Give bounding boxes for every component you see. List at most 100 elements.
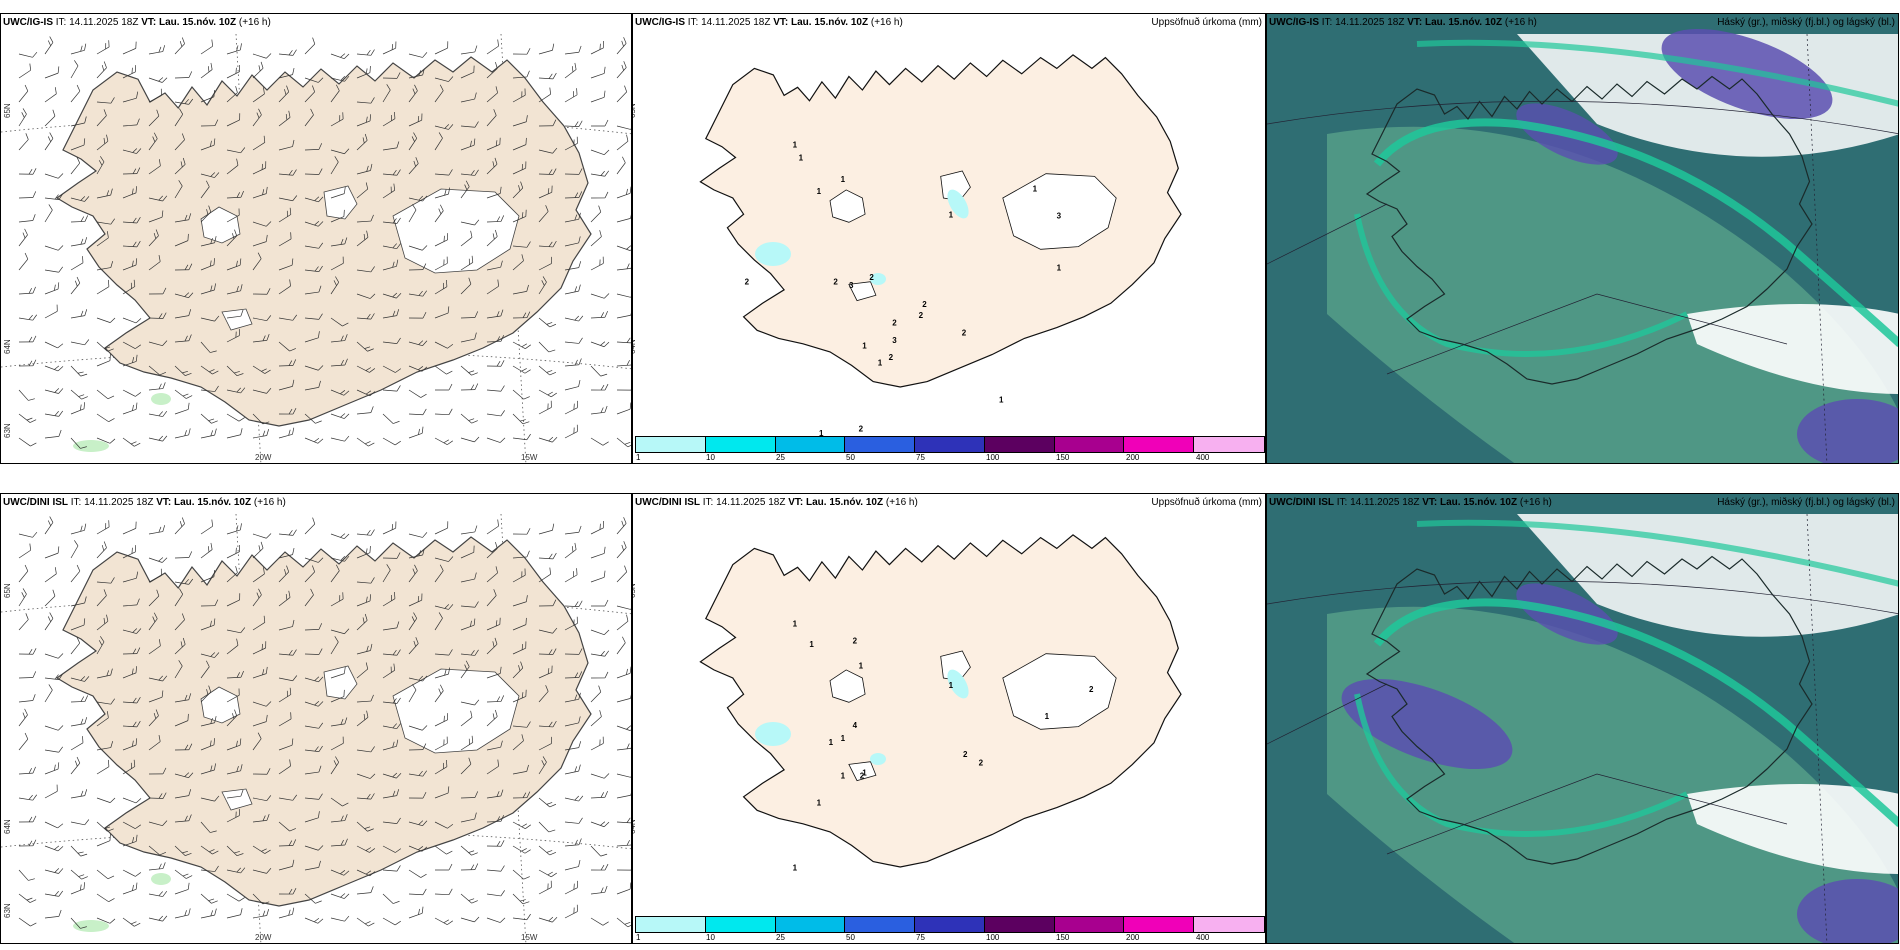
lat-label-64: 64N bbox=[3, 819, 12, 834]
precip-value: 1 bbox=[793, 863, 798, 872]
precip-value: 2 bbox=[833, 278, 838, 287]
precip-value: 1 bbox=[793, 619, 798, 628]
precip-value: 1 bbox=[949, 681, 954, 690]
panel-title: UWC/DINI ISL IT: 14.11.2025 18Z VT: Lau.… bbox=[1269, 497, 1552, 508]
precip-value: 2 bbox=[962, 328, 967, 337]
legend-tick: 400 bbox=[1196, 933, 1210, 942]
precip-value: 2 bbox=[919, 311, 924, 320]
lon-label-20w: 20W bbox=[255, 453, 272, 462]
legend-swatch bbox=[1194, 917, 1265, 932]
legend-tick: 1 bbox=[636, 453, 641, 462]
precip-value: 2 bbox=[859, 424, 864, 433]
legend-swatch bbox=[845, 917, 916, 932]
precip-value: 1 bbox=[799, 153, 804, 162]
panel-title: UWC/IG-IS IT: 14.11.2025 18Z VT: Lau. 15… bbox=[1269, 17, 1537, 28]
precip-value: 1 bbox=[1045, 712, 1050, 721]
legend-tick: 25 bbox=[776, 933, 785, 942]
legend-swatch bbox=[636, 917, 706, 932]
precip-value: 3 bbox=[1057, 212, 1062, 221]
precip-value: 2 bbox=[745, 278, 750, 287]
precip-value: 1 bbox=[859, 661, 864, 670]
legend-tick: 50 bbox=[846, 453, 855, 462]
lat-label-64: 64N bbox=[3, 339, 12, 354]
precip-panel-top: UWC/IG-IS IT: 14.11.2025 18Z VT: Lau. 15… bbox=[632, 13, 1266, 464]
panel-title: UWC/IG-IS IT: 14.11.2025 18Z VT: Lau. 15… bbox=[635, 17, 903, 28]
legend-swatch bbox=[636, 437, 706, 452]
precip-value: 1 bbox=[878, 359, 883, 368]
precip-value: 1 bbox=[793, 140, 798, 149]
precip-legend-ticks: 1 10 25 50 75 100 150 200 400 bbox=[635, 453, 1265, 463]
precip-value: 2 bbox=[1089, 685, 1094, 694]
lat-label-64: 64N bbox=[632, 819, 637, 834]
legend-tick: 75 bbox=[916, 933, 925, 942]
precip-value: 1 bbox=[1033, 185, 1038, 194]
precip-value: 1 bbox=[862, 341, 867, 350]
lat-label-65: 65N bbox=[3, 583, 12, 598]
legend-swatch bbox=[915, 917, 985, 932]
legend-tick: 10 bbox=[706, 453, 715, 462]
precip-title: Uppsöfnuð úrkoma (mm) bbox=[1151, 497, 1262, 508]
legend-swatch bbox=[845, 437, 916, 452]
legend-swatch bbox=[775, 917, 846, 932]
precip-title: Uppsöfnuð úrkoma (mm) bbox=[1151, 17, 1262, 28]
precip-value: 1 bbox=[809, 640, 814, 649]
legend-tick: 75 bbox=[916, 453, 925, 462]
legend-swatch bbox=[705, 437, 776, 452]
legend-tick: 150 bbox=[1056, 933, 1070, 942]
precip-value: 2 bbox=[892, 319, 897, 328]
precip-value: 1 bbox=[841, 175, 846, 184]
precip-value: 3 bbox=[849, 281, 854, 290]
legend-tick: 100 bbox=[986, 933, 1000, 942]
precip-value: 2 bbox=[979, 759, 984, 768]
precip-value: 1 bbox=[829, 738, 834, 747]
legend-tick: 50 bbox=[846, 933, 855, 942]
precip-value: 1 bbox=[862, 768, 867, 777]
wind-panel-top: UWC/IG-IS IT: 14.11.2025 18Z VT: Lau. 15… bbox=[0, 13, 632, 464]
precip-value: 1 bbox=[819, 429, 824, 438]
legend-swatch bbox=[1054, 437, 1125, 452]
legend-swatch bbox=[705, 917, 776, 932]
precip-value: 1 bbox=[841, 772, 846, 781]
precip-value: 1 bbox=[949, 211, 954, 220]
cloud-map bbox=[1267, 494, 1898, 943]
precip-legend bbox=[635, 436, 1265, 453]
precip-value: 2 bbox=[869, 273, 874, 282]
legend-swatch bbox=[984, 437, 1055, 452]
legend-swatch bbox=[775, 437, 846, 452]
legend-tick: 100 bbox=[986, 453, 1000, 462]
lon-label-15w: 15W bbox=[521, 933, 538, 942]
precip-value: 2 bbox=[963, 750, 968, 759]
cloud-map bbox=[1267, 14, 1898, 463]
precip-value: 2 bbox=[889, 353, 894, 362]
precip-value: 3 bbox=[892, 336, 897, 345]
cloud-panel-top: UWC/IG-IS IT: 14.11.2025 18Z VT: Lau. 15… bbox=[1266, 13, 1899, 464]
precip-value: 4 bbox=[853, 721, 858, 730]
lat-label-65: 65N bbox=[632, 583, 637, 598]
legend-tick: 10 bbox=[706, 933, 715, 942]
precip-panel-bottom: UWC/DINI ISL IT: 14.11.2025 18Z VT: Lau.… bbox=[632, 493, 1266, 944]
legend-tick: 1 bbox=[636, 933, 641, 942]
cloud-title: Háský (gr.), miðský (fj.bl.) og lágský (… bbox=[1717, 17, 1895, 28]
precip-value: 1 bbox=[817, 187, 822, 196]
precip-value: 2 bbox=[922, 300, 927, 309]
wind-map bbox=[1, 33, 631, 463]
precip-value: 1 bbox=[1057, 264, 1062, 273]
legend-swatch bbox=[984, 917, 1055, 932]
legend-swatch bbox=[1194, 437, 1265, 452]
lat-label-63: 63N bbox=[3, 423, 12, 438]
legend-swatch bbox=[1124, 917, 1195, 932]
precip-value: 2 bbox=[860, 772, 865, 781]
precip-value: 2 bbox=[853, 637, 858, 646]
cloud-panel-bottom: UWC/DINI ISL IT: 14.11.2025 18Z VT: Lau.… bbox=[1266, 493, 1899, 944]
lat-label-64: 64N bbox=[632, 339, 637, 354]
lat-label-63: 63N bbox=[3, 903, 12, 918]
legend-swatch bbox=[915, 437, 985, 452]
precip-value: 1 bbox=[841, 734, 846, 743]
lat-label-65: 65N bbox=[632, 103, 637, 118]
wind-map bbox=[1, 513, 631, 943]
cloud-title: Háský (gr.), miðský (fj.bl.) og lágský (… bbox=[1717, 497, 1895, 508]
legend-swatch bbox=[1124, 437, 1195, 452]
panel-title: UWC/IG-IS IT: 14.11.2025 18Z VT: Lau. 15… bbox=[3, 17, 271, 28]
precip-map: 11211214112212111111 bbox=[699, 534, 1182, 929]
legend-tick: 200 bbox=[1126, 453, 1140, 462]
